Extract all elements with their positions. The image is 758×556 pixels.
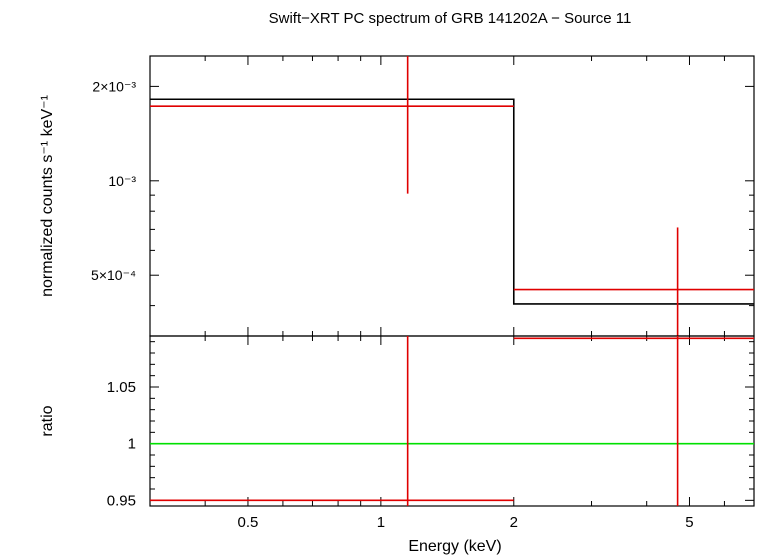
upper-panel: 2×10⁻³ 10⁻³ 5×10⁻⁴ normalized counts s⁻¹ k… (39, 55, 755, 337)
chart-title: Swift−XRT PC spectrum of GRB 141202A − S… (269, 10, 632, 27)
y-tick-label: 10⁻³ (108, 173, 136, 189)
lower-y-axis-label: ratio (39, 405, 56, 436)
lower-panel-frame (149, 335, 755, 507)
x-tick-label: 5 (685, 514, 693, 531)
lower-marks (150, 336, 754, 506)
lower-ticks: 0.5 1 2 5 0.95 1 1.05 (107, 336, 755, 531)
model-step-line (150, 98, 754, 305)
upper-y-axis-label: normalized counts s⁻¹ keV⁻¹ (39, 95, 56, 297)
upper-panel-frame (149, 55, 755, 337)
x-tick-label: 1 (377, 514, 385, 531)
x-axis-label: Energy (keV) (408, 538, 501, 555)
y-tick-label: 1.05 (107, 379, 136, 396)
upper-marks (150, 56, 754, 336)
lower-panel: 0.5 1 2 5 0.95 1 1.05 ratio Energy (keV) (39, 335, 755, 555)
upper-ticks: 2×10⁻³ 10⁻³ 5×10⁻⁴ (91, 56, 755, 336)
x-tick-label: 0.5 (238, 514, 259, 531)
y-tick-label: 2×10⁻³ (92, 78, 136, 94)
y-tick-label: 1 (128, 436, 136, 453)
x-tick-label: 2 (510, 514, 518, 531)
y-tick-label: 5×10⁻⁴ (91, 267, 136, 283)
y-tick-label: 0.95 (107, 492, 136, 509)
